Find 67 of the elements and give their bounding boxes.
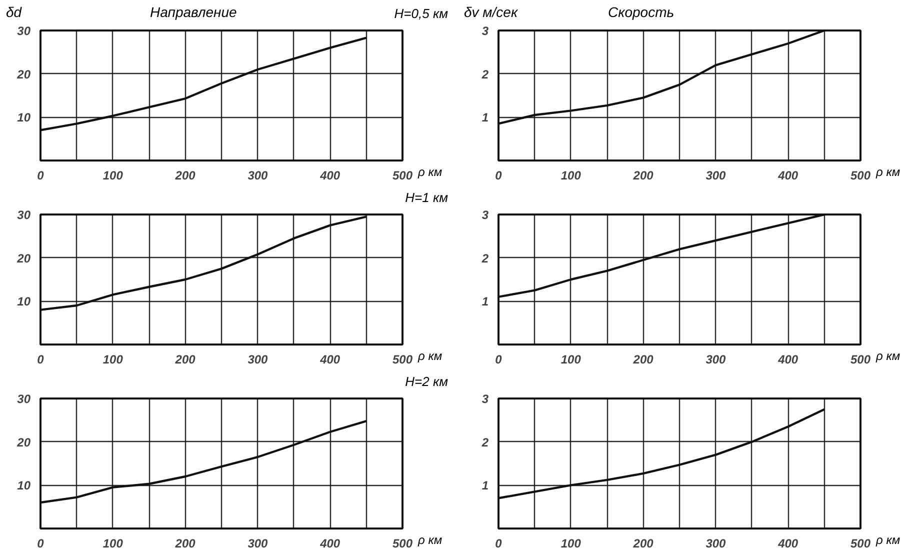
x-tick-label: 300 <box>248 352 268 366</box>
x-tick-label: 300 <box>248 536 268 550</box>
x-tick-label: 400 <box>777 168 798 182</box>
x-tick-label: 100 <box>102 352 124 366</box>
x-axis-title: ρ км <box>418 349 442 363</box>
x-tick-label: 200 <box>174 168 196 182</box>
y-tick-label: 2 <box>480 67 489 82</box>
chart-title: Направление <box>150 4 237 20</box>
x-tick-label: 0 <box>37 168 44 182</box>
x-axis-title: ρ км <box>876 165 900 179</box>
y-tick-label: 20 <box>16 251 31 266</box>
x-tick-label: 300 <box>706 168 726 182</box>
x-tick-label: 500 <box>392 352 413 366</box>
chart-subtitle: H=0,5 км <box>394 6 448 21</box>
x-tick-label: 400 <box>777 536 798 550</box>
x-tick-label: 200 <box>174 352 196 366</box>
y-tick-label: 1 <box>482 294 489 309</box>
x-tick-label: 200 <box>632 352 654 366</box>
x-axis-title: ρ км <box>418 533 442 547</box>
x-tick-label: 400 <box>319 536 340 550</box>
x-tick-label: 100 <box>560 352 582 366</box>
x-tick-label: 500 <box>850 536 871 550</box>
y-axis-title: δd <box>6 4 22 20</box>
y-tick-label: 10 <box>17 478 31 493</box>
x-tick-label: 0 <box>37 536 44 550</box>
y-tick-label: 30 <box>17 392 31 406</box>
x-tick-label: 200 <box>632 536 654 550</box>
x-tick-label: 400 <box>319 168 340 182</box>
x-tick-label: 300 <box>248 168 268 182</box>
y-tick-label: 20 <box>16 67 31 82</box>
y-tick-label: 3 <box>482 24 489 38</box>
chart-title: Скорость <box>608 4 674 20</box>
x-tick-label: 500 <box>850 352 871 366</box>
x-axis-title: ρ км <box>876 349 900 363</box>
x-tick-label: 0 <box>495 352 502 366</box>
y-tick-label: 1 <box>482 478 489 493</box>
y-axis-title: δv м/сек <box>464 4 518 20</box>
x-tick-label: 0 <box>37 352 44 366</box>
y-tick-label: 10 <box>17 110 31 125</box>
x-tick-label: 0 <box>495 168 502 182</box>
x-tick-label: 100 <box>102 536 124 550</box>
x-axis-title: ρ км <box>876 533 900 547</box>
x-tick-label: 300 <box>706 536 726 550</box>
y-tick-label: 30 <box>17 24 31 38</box>
y-tick-label: 30 <box>17 208 31 222</box>
y-tick-label: 1 <box>482 110 489 125</box>
y-tick-label: 10 <box>17 294 31 309</box>
x-tick-label: 500 <box>850 168 871 182</box>
x-tick-label: 500 <box>392 536 413 550</box>
x-tick-label: 0 <box>495 536 502 550</box>
x-axis-title: ρ км <box>418 165 442 179</box>
x-tick-label: 500 <box>392 168 413 182</box>
y-tick-label: 20 <box>16 435 31 450</box>
y-tick-label: 2 <box>480 251 489 266</box>
x-tick-label: 100 <box>560 536 582 550</box>
x-tick-label: 100 <box>560 168 582 182</box>
x-tick-label: 300 <box>706 352 726 366</box>
chart-subtitle: H=1 км <box>405 190 448 205</box>
y-tick-label: 3 <box>482 392 489 406</box>
x-tick-label: 400 <box>319 352 340 366</box>
chart-subtitle: H=2 км <box>405 374 448 389</box>
y-tick-label: 2 <box>480 435 489 450</box>
x-tick-label: 400 <box>777 352 798 366</box>
y-tick-label: 3 <box>482 208 489 222</box>
x-tick-label: 100 <box>102 168 124 182</box>
x-tick-label: 200 <box>632 168 654 182</box>
x-tick-label: 200 <box>174 536 196 550</box>
